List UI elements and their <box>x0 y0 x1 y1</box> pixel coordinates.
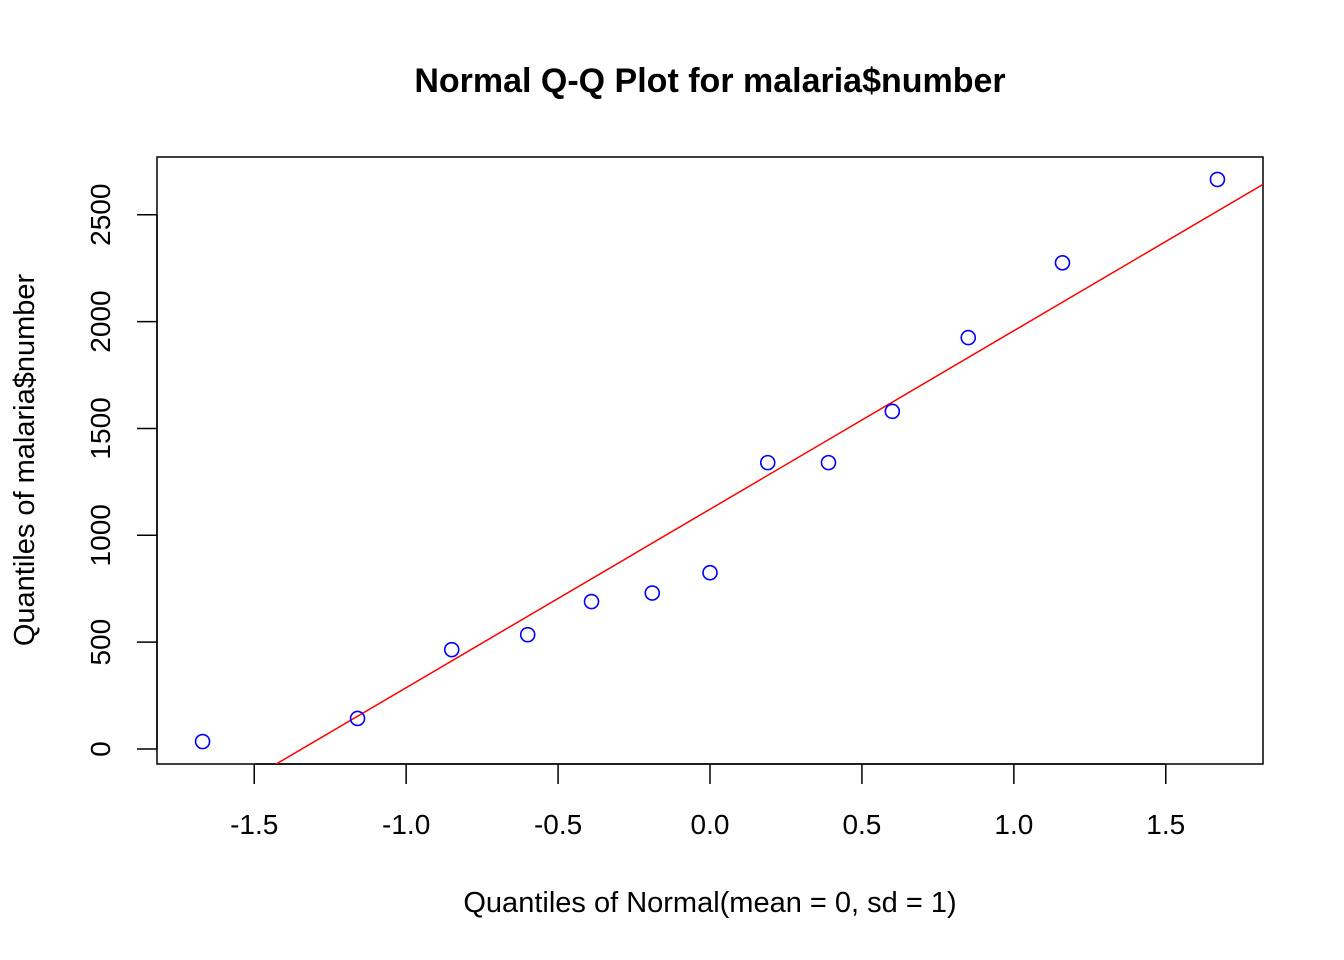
reference-line-layer <box>274 183 1263 764</box>
x-axis-label: Quantiles of Normal(mean = 0, sd = 1) <box>463 887 956 919</box>
x-tick-label: -1.0 <box>382 809 430 840</box>
y-axis: 0 500 1000 1500 2000 2500 <box>85 184 158 757</box>
x-axis: -1.5 -1.0 -0.5 0.0 0.5 1.0 1.5 <box>230 763 1185 840</box>
x-tick-label: 0.0 <box>691 809 730 840</box>
data-point <box>759 454 776 471</box>
y-tick-label: 500 <box>85 619 116 666</box>
plot-frame <box>156 156 1264 765</box>
data-point <box>884 403 901 420</box>
x-tick-label: -0.5 <box>534 809 582 840</box>
data-point <box>583 593 600 610</box>
data-point <box>519 626 536 643</box>
data-point <box>1054 254 1071 271</box>
data-point <box>820 454 837 471</box>
y-tick-label: 2000 <box>85 290 116 352</box>
y-tick-label: 1500 <box>85 397 116 459</box>
data-point <box>1209 171 1226 188</box>
points-layer <box>194 171 1226 750</box>
data-point <box>702 564 718 581</box>
qq-reference-line <box>274 183 1263 764</box>
y-tick-label: 2500 <box>85 184 116 246</box>
y-tick-label: 1000 <box>85 504 116 566</box>
data-point <box>194 733 211 750</box>
y-axis-label: Quantiles of malaria$number <box>9 273 41 646</box>
y-tick-label: 0 <box>85 741 116 757</box>
data-point <box>644 585 661 601</box>
data-point <box>349 710 366 727</box>
x-tick-label: -1.5 <box>230 809 278 840</box>
data-point <box>443 641 460 658</box>
x-tick-label: 1.0 <box>994 809 1033 840</box>
x-tick-label: 1.5 <box>1146 809 1185 840</box>
x-tick-label: 0.5 <box>842 809 881 840</box>
data-point <box>960 329 977 346</box>
chart-title: Normal Q-Q Plot for malaria$number <box>414 62 1005 100</box>
